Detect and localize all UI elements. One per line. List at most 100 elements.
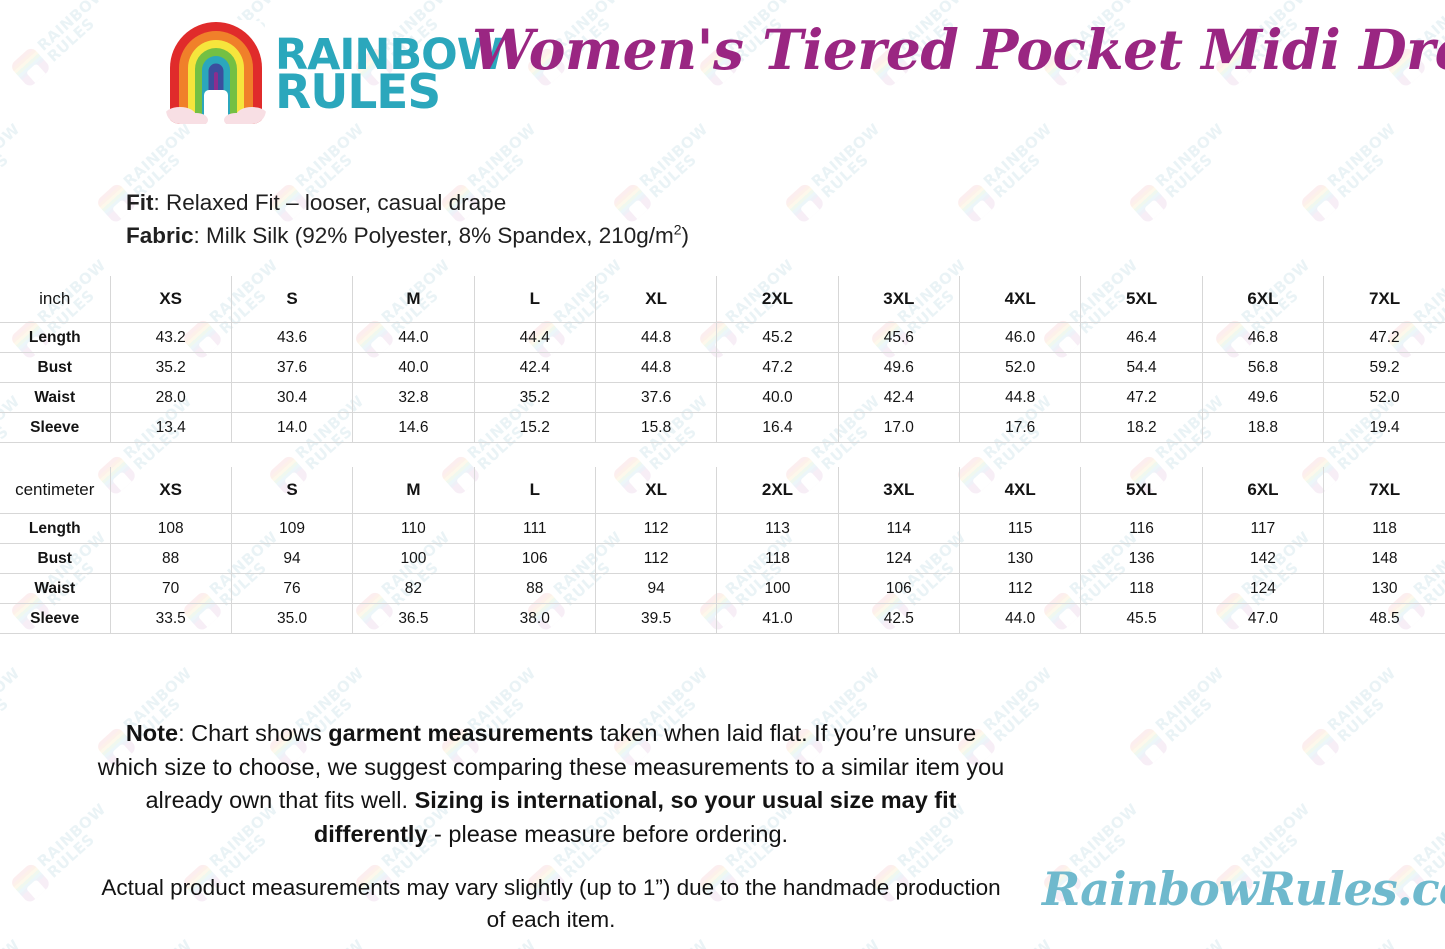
- table-header-row: inch XS S M L XL 2XL 3XL 4XL 5XL 6XL 7XL: [0, 276, 1445, 323]
- brand-wordmark: RAINBOW RULES: [275, 33, 504, 121]
- cell: 110: [352, 513, 475, 544]
- cell: 30.4: [230, 382, 354, 413]
- table-row: Waist 28.0 30.4 32.8 35.2 37.6 40.0 42.4…: [0, 382, 1445, 413]
- column-header-6xl: 6XL: [1201, 276, 1325, 323]
- cell: 116: [1080, 513, 1203, 544]
- cell: 45.2: [716, 322, 839, 353]
- column-header-s: S: [230, 467, 354, 514]
- column-header-2xl: 2XL: [716, 276, 839, 323]
- size-table-cm-body: Length 108 109 110 111 112 113 114 115 1…: [0, 513, 1445, 634]
- cell: 44.8: [959, 382, 1082, 413]
- cell: 118: [1080, 573, 1203, 604]
- column-header-xl: XL: [594, 467, 718, 514]
- table-row: Bust 35.2 37.6 40.0 42.4 44.8 47.2 49.6 …: [0, 352, 1445, 383]
- column-header-l: L: [473, 467, 596, 514]
- cell: 108: [109, 513, 232, 544]
- cell: 14.6: [352, 412, 475, 443]
- cell: 41.0: [716, 603, 839, 634]
- cell: 44.8: [594, 322, 718, 353]
- cell: 118: [1323, 513, 1445, 544]
- column-header-3xl: 3XL: [837, 467, 961, 514]
- disclaimer-paragraph: Actual product measurements may vary sli…: [101, 875, 1001, 932]
- cell: 43.6: [230, 322, 354, 353]
- cell: 15.8: [594, 412, 718, 443]
- row-label: Sleeve: [0, 412, 111, 443]
- cell: 42.4: [837, 382, 961, 413]
- spec-fabric-value: Milk Silk (92% Polyester, 8% Spandex, 21…: [206, 223, 674, 249]
- cell: 130: [959, 543, 1082, 574]
- column-header-s: S: [230, 276, 354, 323]
- cell: 106: [837, 573, 961, 604]
- cell: 100: [352, 543, 475, 574]
- column-header-4xl: 4XL: [959, 276, 1082, 323]
- cell: 82: [352, 573, 475, 604]
- cell: 47.0: [1201, 603, 1325, 634]
- cell: 142: [1201, 543, 1325, 574]
- cell: 52.0: [959, 352, 1082, 383]
- brand-wordmark-line2: RULES: [275, 65, 441, 121]
- cell: 115: [959, 513, 1082, 544]
- spec-fit-value: Relaxed Fit – looser, casual drape: [166, 190, 507, 215]
- cell: 18.2: [1080, 412, 1203, 443]
- cell: 17.6: [959, 412, 1082, 443]
- table-row: Length 108 109 110 111 112 113 114 115 1…: [0, 513, 1445, 544]
- cell: 35.2: [473, 382, 596, 413]
- cell: 94: [594, 573, 718, 604]
- cell: 52.0: [1323, 382, 1445, 413]
- size-table-inch-head: inch XS S M L XL 2XL 3XL 4XL 5XL 6XL 7XL: [0, 276, 1445, 323]
- cell: 45.5: [1080, 603, 1203, 634]
- column-header-7xl: 7XL: [1323, 467, 1445, 514]
- cell: 124: [1201, 573, 1325, 604]
- column-header-5xl: 5XL: [1080, 467, 1203, 514]
- product-spec-block: Fit: Relaxed Fit – looser, casual drape …: [126, 186, 689, 252]
- column-header-l: L: [473, 276, 596, 323]
- cell: 46.0: [959, 322, 1082, 353]
- row-label: Length: [0, 513, 111, 544]
- column-header-m: M: [352, 276, 475, 323]
- cell: 13.4: [109, 412, 232, 443]
- column-header-m: M: [352, 467, 475, 514]
- cell: 113: [716, 513, 839, 544]
- cell: 112: [594, 543, 718, 574]
- brand-lockup: RAINBOW RULES: [164, 16, 504, 128]
- row-label: Length: [0, 322, 111, 353]
- table-row: Length 43.2 43.6 44.0 44.4 44.8 45.2 45.…: [0, 322, 1445, 353]
- cell: 38.0: [473, 603, 596, 634]
- note-text-3: - please measure before ordering.: [427, 820, 789, 847]
- page-title: Women's Tiered Pocket Midi Dress: [472, 17, 1445, 82]
- cell: 112: [594, 513, 718, 544]
- column-header-2xl: 2XL: [716, 467, 839, 514]
- table-row: Sleeve 13.4 14.0 14.6 15.2 15.8 16.4 17.…: [0, 412, 1445, 443]
- cell: 42.4: [473, 352, 596, 383]
- column-header-5xl: 5XL: [1080, 276, 1203, 323]
- cell: 70: [109, 573, 232, 604]
- note-label: Note: [125, 720, 179, 746]
- table-header-row: centimeter XS S M L XL 2XL 3XL 4XL 5XL 6…: [0, 467, 1445, 514]
- cell: 118: [716, 543, 839, 574]
- note-text-1: : Chart shows: [178, 720, 329, 746]
- cell: 16.4: [716, 412, 839, 443]
- cell: 54.4: [1080, 352, 1203, 383]
- spec-fabric-label: Fabric: [126, 223, 194, 249]
- row-label: Sleeve: [0, 603, 111, 634]
- table-row: Sleeve 33.5 35.0 36.5 38.0 39.5 41.0 42.…: [0, 603, 1445, 634]
- size-table-inch: inch XS S M L XL 2XL 3XL 4XL 5XL 6XL 7XL…: [0, 276, 1445, 443]
- table-row: Bust 88 94 100 106 112 118 124 130 136 1…: [0, 543, 1445, 574]
- cell: 45.6: [837, 322, 961, 353]
- cell: 56.8: [1201, 352, 1325, 383]
- spec-fit-sep: :: [153, 190, 167, 215]
- cell: 17.0: [837, 412, 961, 443]
- cell: 111: [473, 513, 596, 544]
- cell: 35.2: [109, 352, 232, 383]
- row-label: Waist: [0, 573, 111, 604]
- cell: 44.0: [959, 603, 1082, 634]
- cell: 47.2: [1080, 382, 1203, 413]
- column-header-xs: XS: [109, 276, 232, 323]
- note-bold-1: garment measurements: [328, 720, 594, 746]
- cell: 124: [837, 543, 961, 574]
- cell: 33.5: [109, 603, 232, 634]
- size-table-inch-body: Length 43.2 43.6 44.0 44.4 44.8 45.2 45.…: [0, 322, 1445, 443]
- column-header-6xl: 6XL: [1201, 467, 1325, 514]
- cell: 42.5: [837, 603, 961, 634]
